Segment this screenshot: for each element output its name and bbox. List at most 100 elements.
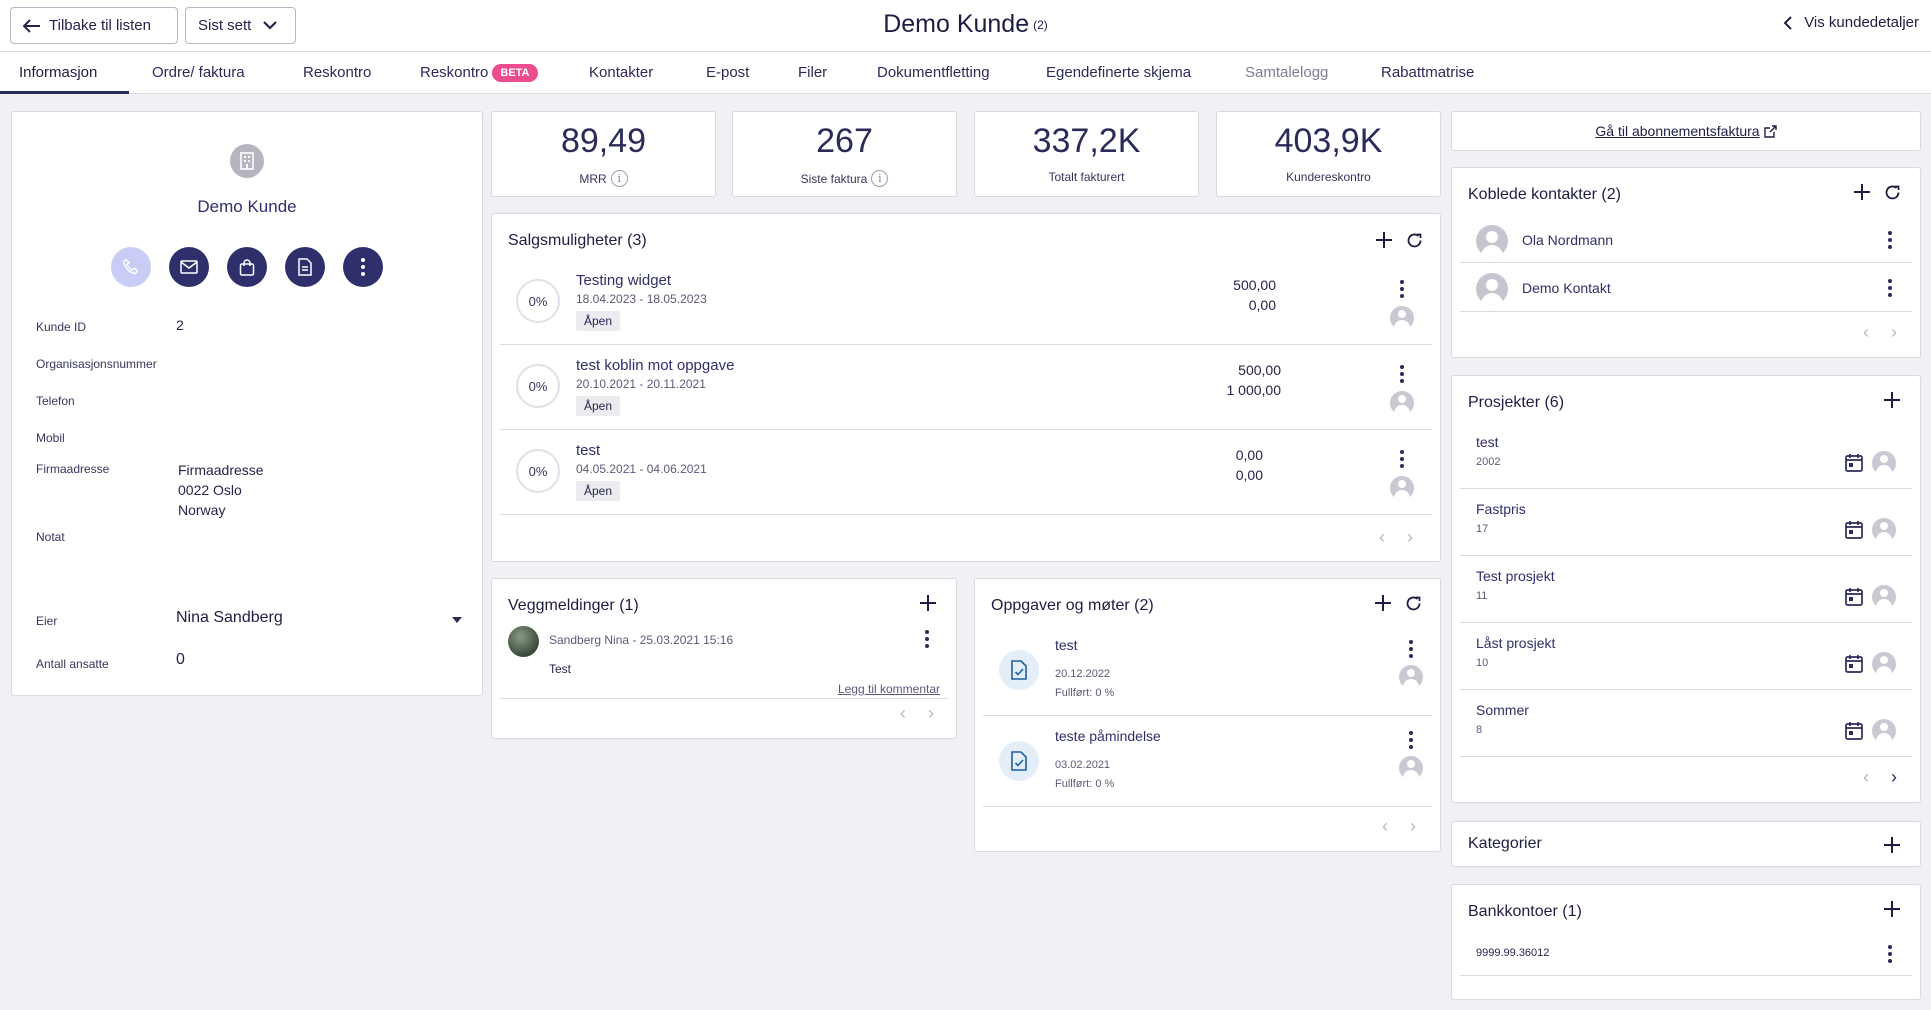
prev-page-icon[interactable]: ‹ — [1382, 816, 1388, 836]
project-owner-avatar — [1872, 719, 1896, 743]
contact-avatar — [1476, 273, 1508, 305]
project-owner-avatar — [1872, 518, 1896, 542]
customer-details-link[interactable]: Vis kundedetaljer — [1784, 14, 1919, 31]
more-vertical-icon[interactable] — [1880, 944, 1900, 964]
next-page-icon[interactable]: › — [1410, 816, 1416, 836]
tab-reskontro-beta[interactable]: Reskontro BETA — [420, 52, 538, 94]
assignee-avatar — [1399, 665, 1423, 689]
categories-card: Kategorier — [1451, 821, 1921, 867]
calendar-icon[interactable] — [1845, 453, 1863, 472]
tab-dokumentfletting[interactable]: Dokumentfletting — [877, 52, 990, 94]
divider — [1460, 311, 1912, 312]
mail-icon — [180, 260, 198, 274]
add-contact-button[interactable] — [1850, 180, 1874, 204]
tab-samtalelogg[interactable]: Samtalelogg — [1245, 52, 1328, 94]
tab-label: Egendefinerte skjema — [1046, 64, 1192, 81]
stat-total-invoiced: 337,2K Totalt fakturert — [974, 111, 1199, 197]
tab-label: Samtalelogg — [1245, 64, 1329, 81]
calendar-icon[interactable] — [1845, 520, 1863, 539]
tasks-title: Oppgaver og møter (2) — [991, 597, 1154, 614]
more-vertical-icon[interactable] — [917, 629, 937, 649]
project-number: 17 — [1476, 523, 1489, 535]
customer-name: Demo Kunde — [197, 197, 297, 216]
opportunity-dates: 20.10.2021 - 20.11.2021 — [576, 377, 706, 391]
divider — [983, 806, 1432, 807]
divider — [983, 715, 1432, 716]
more-actions-button[interactable] — [343, 247, 383, 287]
chevron-left-icon — [1784, 15, 1792, 30]
prev-page-icon[interactable]: ‹ — [900, 703, 906, 723]
add-task-button[interactable] — [1371, 591, 1395, 615]
project-number: 2002 — [1476, 456, 1501, 468]
prev-page-icon[interactable]: ‹ — [1379, 527, 1385, 547]
tab-rabattmatrise[interactable]: Rabattmatrise — [1381, 52, 1474, 94]
plus-icon — [1884, 837, 1900, 853]
subscription-invoice-link[interactable]: Gå til abonnementsfaktura — [1451, 111, 1921, 151]
next-page-icon[interactable]: › — [1891, 322, 1897, 342]
refresh-tasks-button[interactable] — [1401, 591, 1425, 615]
add-project-button[interactable] — [1880, 388, 1904, 412]
subscription-invoice-label: Gå til abonnementsfaktura — [1595, 123, 1760, 139]
ansatte-label: Antall ansatte — [36, 657, 109, 671]
tab-filer[interactable]: Filer — [798, 52, 827, 94]
owner-value: Nina Sandberg — [176, 609, 283, 626]
order-button[interactable] — [227, 247, 267, 287]
tab-egendefinerte-skjema[interactable]: Egendefinerte skjema — [1046, 52, 1191, 94]
add-opportunity-button[interactable] — [1372, 228, 1396, 252]
calendar-icon[interactable] — [1845, 587, 1863, 606]
email-button[interactable] — [169, 247, 209, 287]
calendar-icon[interactable] — [1845, 721, 1863, 740]
prev-page-icon[interactable]: ‹ — [1863, 322, 1869, 342]
tab-reskontro[interactable]: Reskontro — [303, 52, 371, 94]
more-vertical-icon — [361, 258, 365, 276]
divider — [1460, 975, 1912, 976]
more-vertical-icon[interactable] — [1392, 449, 1412, 469]
contact-avatar — [1476, 225, 1508, 257]
back-to-list-button[interactable]: Tilbake til listen — [10, 7, 178, 44]
owner-avatar — [1390, 391, 1414, 415]
opportunity-name: Testing widget — [576, 272, 672, 289]
next-page-icon[interactable]: › — [1407, 527, 1413, 547]
task-progress: Fullført: 0 % — [1055, 687, 1115, 699]
calendar-icon[interactable] — [1845, 654, 1863, 673]
more-vertical-icon[interactable] — [1401, 639, 1421, 659]
info-icon[interactable]: i — [610, 170, 628, 187]
caret-down-icon — [452, 617, 462, 623]
next-page-icon[interactable]: › — [928, 703, 934, 723]
call-button[interactable] — [111, 247, 151, 287]
more-vertical-icon[interactable] — [1392, 279, 1412, 299]
divider — [500, 514, 1432, 515]
bank-accounts-card: Bankkontoer (1) 9999.99.36012 — [1451, 884, 1921, 1000]
refresh-opportunities-button[interactable] — [1402, 228, 1426, 252]
tab-kontakter[interactable]: Kontakter — [589, 52, 653, 94]
linked-contacts-card: Koblede kontakter (2) Ola Nordmann Demo … — [1451, 167, 1921, 358]
info-icon[interactable]: i — [871, 170, 889, 187]
project-name: test — [1476, 434, 1499, 450]
building-icon — [230, 144, 264, 178]
refresh-icon — [1885, 185, 1899, 199]
more-vertical-icon[interactable] — [1401, 730, 1421, 750]
next-page-icon[interactable]: › — [1891, 767, 1897, 787]
tab-label: Dokumentfletting — [877, 64, 990, 81]
add-category-button[interactable] — [1880, 833, 1904, 857]
shopping-bag-icon — [239, 258, 255, 276]
add-wall-post-button[interactable] — [916, 591, 940, 615]
owner-select[interactable]: Nina Sandberg — [176, 609, 466, 633]
add-comment-link[interactable]: Legg til kommentar — [837, 682, 940, 696]
divider — [1460, 689, 1912, 690]
more-vertical-icon[interactable] — [1880, 230, 1900, 250]
divider — [1460, 488, 1912, 489]
document-button[interactable] — [285, 247, 325, 287]
stat-label-row: Siste faktura i — [733, 170, 956, 187]
tab-ordre-faktura[interactable]: Ordre/ faktura — [152, 52, 245, 94]
add-bank-account-button[interactable] — [1880, 897, 1904, 921]
tab-epost[interactable]: E-post — [706, 52, 749, 94]
prev-page-icon[interactable]: ‹ — [1863, 767, 1869, 787]
recent-dropdown-button[interactable]: Sist sett — [185, 7, 296, 44]
amount-primary: 500,00 — [1233, 277, 1276, 293]
tab-informasjon[interactable]: Informasjon — [0, 52, 129, 94]
more-vertical-icon[interactable] — [1880, 278, 1900, 298]
refresh-contacts-button[interactable] — [1880, 180, 1904, 204]
stat-value: 267 — [816, 122, 873, 160]
more-vertical-icon[interactable] — [1392, 364, 1412, 384]
